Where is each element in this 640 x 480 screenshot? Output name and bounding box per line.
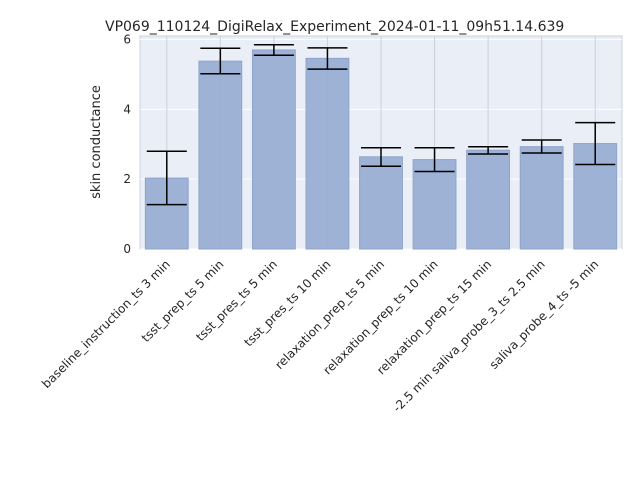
error-bar (200, 47, 241, 75)
y-tick-labels: 0 2 4 6 (123, 32, 131, 256)
y-tick-label: 0 (123, 242, 131, 256)
x-tick-label: saliva_probe_4_ts -5 min (487, 257, 602, 372)
bar (359, 156, 403, 250)
error-bar (146, 150, 187, 206)
y-tick-label: 4 (123, 102, 131, 116)
error-bar (361, 146, 401, 167)
bar (466, 149, 511, 250)
bar (573, 143, 618, 250)
x-tick-label: relaxation_prep_ts 5 min (272, 257, 387, 372)
x-tick-label: relaxation_prep_ts 15 min (374, 257, 494, 377)
error-bar (307, 47, 348, 70)
error-bar (521, 139, 562, 154)
bar (144, 177, 189, 250)
bar (412, 159, 457, 250)
bar (251, 49, 296, 250)
y-axis-label: skin conductance (89, 85, 104, 199)
bar (198, 60, 243, 250)
bar (305, 57, 350, 250)
bars-group (144, 49, 618, 250)
y-tick-label: 6 (123, 32, 131, 46)
chart-title: VP069_110124_DigiRelax_Experiment_2024-0… (105, 19, 564, 35)
x-tick-labels: baseline_instruction_ts 3 mintsst_prep_t… (39, 257, 601, 415)
error-bar (253, 43, 294, 56)
error-bar (468, 145, 509, 155)
error-bar (414, 146, 455, 173)
bar (519, 146, 564, 250)
error-bar (575, 121, 616, 166)
x-tick-label: relaxation_prep_ts 10 min (321, 257, 441, 377)
error-bars-group (146, 43, 616, 206)
y-tick-label: 2 (123, 172, 131, 186)
